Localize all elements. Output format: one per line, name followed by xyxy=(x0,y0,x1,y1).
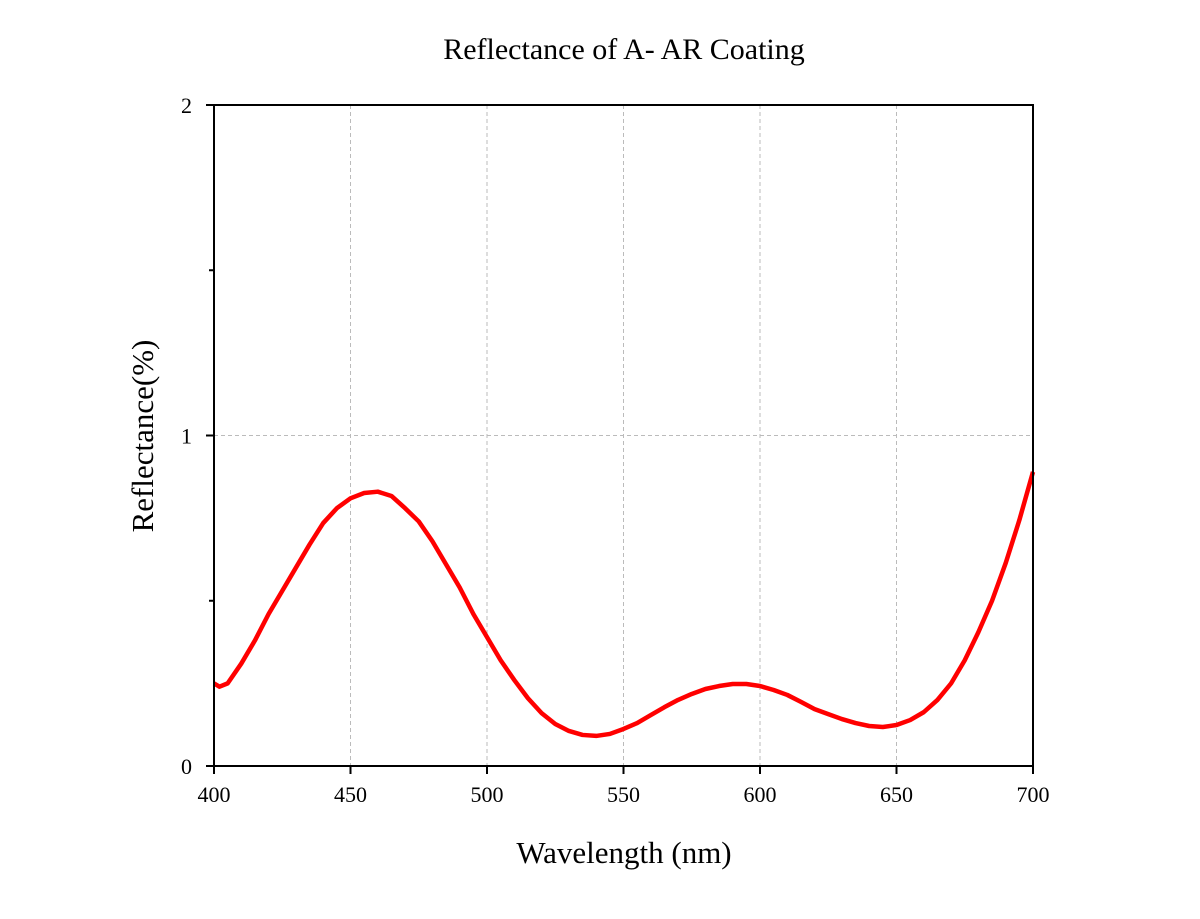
x-tick-label: 500 xyxy=(471,782,504,807)
data-line xyxy=(212,471,1036,739)
x-tick-label: 400 xyxy=(198,782,231,807)
y-tick-label: 2 xyxy=(181,93,192,118)
x-tick-label: 550 xyxy=(607,782,640,807)
x-tick-label: 600 xyxy=(744,782,777,807)
x-tick-label: 450 xyxy=(334,782,367,807)
y-axis-title: Reflectance(%) xyxy=(125,340,160,533)
y-tick-label: 1 xyxy=(181,424,192,449)
x-tick-label: 700 xyxy=(1017,782,1050,807)
x-tick-label: 650 xyxy=(880,782,913,807)
x-axis-title: Wavelength (nm) xyxy=(516,835,731,870)
chart-title: Reflectance of A- AR Coating xyxy=(443,33,805,66)
y-tick-label: 0 xyxy=(181,754,192,779)
